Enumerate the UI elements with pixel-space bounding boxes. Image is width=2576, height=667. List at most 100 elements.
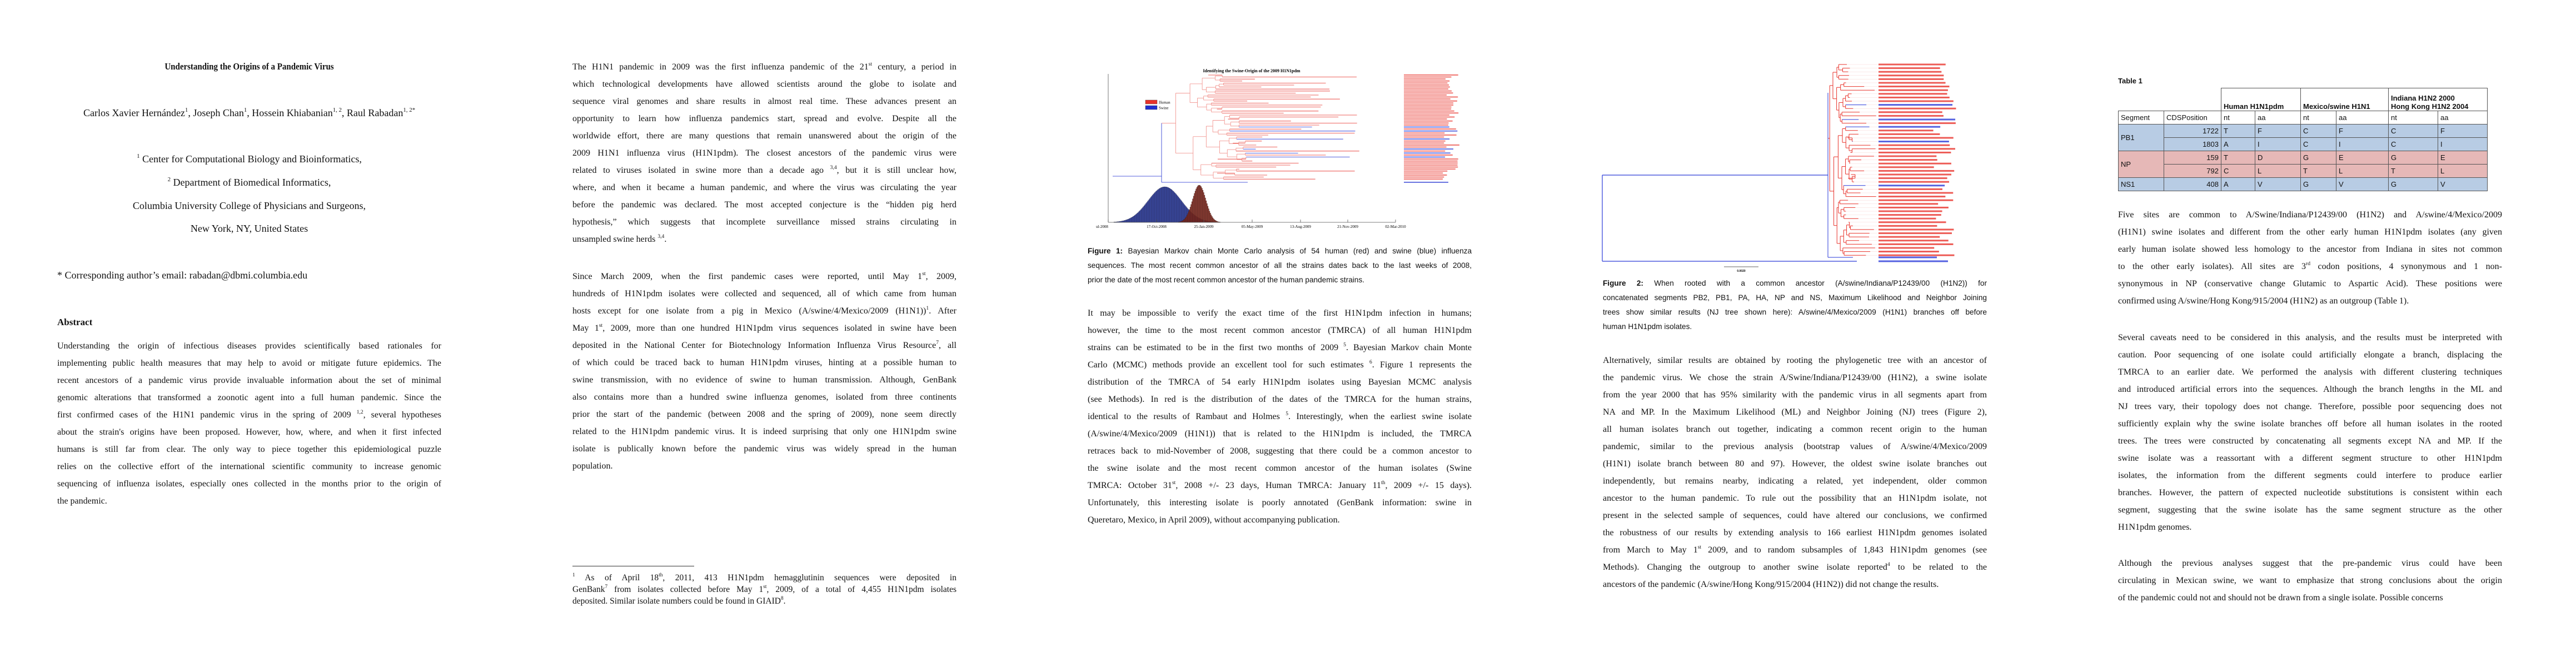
text-line: Figure 2: When rooted with a common ance… [1603,279,1987,287]
superscript: st [763,584,767,590]
leaf-label [1879,251,1939,253]
density-bar [1158,188,1160,223]
superscript: 7 [936,339,939,346]
density-bar [1146,202,1148,223]
density-bar [1184,218,1186,223]
leaf-label [1404,74,1458,76]
density-bar [1202,190,1204,223]
leaf-label [1879,181,1950,183]
leaf-label [1879,74,1944,77]
density-bar [1132,217,1133,223]
text-line: sequences. The most recent common ancest… [1088,261,1472,270]
density-bar [1152,195,1153,223]
density-bar [1138,211,1140,223]
text-line: Carlo (MCMC) methods provide an excellen… [1088,359,1472,370]
text-line: about the strain's origins have been pro… [57,427,441,437]
leaf-label [1879,104,1953,106]
leaf-label [1879,206,1949,208]
superscript: 5 [1343,341,1346,348]
density-bar [1170,189,1172,223]
author-list: Carlos Xavier Hernández1, Joseph Chan1, … [83,106,415,118]
x-tick-label: 02-Mar-2010 [1385,225,1406,229]
text-line: Unfortunately, this interesting isolate … [1088,498,1472,507]
text-line: (H1N1) isolate branch between 80 and 97)… [1603,459,1987,469]
text-line: May 1st, 2009, more than one hundred H1N… [572,322,957,333]
residue-cell: L [2336,164,2389,178]
nj-tree [1602,63,1956,262]
text-line: prior the date of the most recent common… [1088,276,1364,284]
corresponding-email: * Corresponding author’s email: rabadan@… [57,270,308,281]
text-line: H1N1pdm genomes. [2118,522,2192,532]
residue-cell: E [2336,151,2389,165]
caption-label: Figure 2: [1603,279,1643,287]
residue-cell: T [2388,164,2438,178]
legend-swatch-swine [1145,105,1158,110]
superscript: 3,4 [830,164,837,171]
density-bar [1165,187,1167,223]
leaf-label [1879,170,1955,172]
residue-cell: G [2300,151,2336,165]
density-bar [1168,188,1170,223]
paragraph: Alternatively, similar results are obtai… [1603,352,1987,593]
tmrca-distributions [1113,185,1221,223]
density-bar [1207,206,1209,223]
density-bar [1126,220,1128,223]
superscript: st [1172,479,1176,486]
density-bar [1154,192,1156,223]
text-line: confirmed using A/swine/Hong Kong/915/20… [2118,296,2409,306]
page-1: Understanding the Origins of a Pandemic … [0,0,515,667]
leaf-label [1879,141,1949,143]
cds-position-cell: 1722 [2164,124,2221,138]
density-bar [1213,218,1214,223]
density-bar [1185,217,1187,223]
residue-cell: V [2438,177,2488,191]
leaf-label [1404,170,1448,172]
residue-cell: C [2388,137,2438,151]
density-bar [1200,186,1202,223]
residue-cell: I [2255,137,2301,151]
segment-cell: PB1 [2118,124,2164,151]
text-line: genomic alterations that transformed a z… [57,393,441,402]
density-bar [1124,220,1126,223]
density-bar [1196,187,1198,223]
affiliation-2: 2 Department of Biomedical Informatics, [167,176,331,188]
leaf-label [1404,100,1457,102]
leaf-label [1404,106,1452,108]
superscript: 1 [185,106,188,113]
figure-1-caption: Figure 1: Bayesian Markov chain Monte Ca… [1088,244,1472,287]
leaf-label [1879,162,1951,165]
table-row: NP 159 T D G E G E [2118,151,2488,178]
text-line: (A/swine/4/Mexico/2009 (H1N1)) that is r… [1088,429,1472,439]
residue-cell: D [2255,151,2301,165]
text-line: segment, suggesting that the swine isola… [2118,505,2502,515]
density-bar [1163,186,1165,223]
density-bar [1143,205,1145,223]
density-bar [1205,200,1207,223]
density-bar [1133,215,1135,223]
footnote: 1 As of April 18th, 2011, 413 H1N1pdm he… [572,572,956,607]
density-bar [1183,203,1184,223]
density-bar [1198,185,1199,223]
legend-label-swine: Swine [1159,106,1169,111]
text-line: human H1N1pdm isolates. [1603,322,1692,331]
paper-title: Understanding the Origins of a Pandemic … [165,61,334,72]
residue-cell: G [2388,151,2438,165]
text-line: the swine isolate and the most recent co… [1088,464,1472,473]
density-bar [1204,197,1206,223]
density-bar [1140,209,1142,223]
cds-position-cell: 408 [2164,177,2221,191]
leaf-label [1879,96,1950,98]
text-line: ancestors of the pandemic (A/swine/Hong … [1603,580,1939,589]
density-bar [1186,215,1188,223]
leaf-label [1879,107,1956,109]
text-line: the robustness of our results by extendi… [1603,528,1987,537]
superscript: 1, 2 [332,106,342,113]
text-line: swine isolate was a reassortant with a d… [2118,454,2502,463]
text-line: circulating in Mexican swine, we want to… [2118,576,2502,585]
table-row: PB1 1722 T F C F C F [2118,124,2488,151]
text-line: hundreds of H1N1pdm isolates were collec… [572,289,956,298]
text-line: distribution of the TMRCA of 54 early H1… [1088,377,1472,387]
leaf-label [1404,118,1447,120]
table-column-heading: nt [2221,111,2255,125]
leaf-label [1404,136,1444,138]
